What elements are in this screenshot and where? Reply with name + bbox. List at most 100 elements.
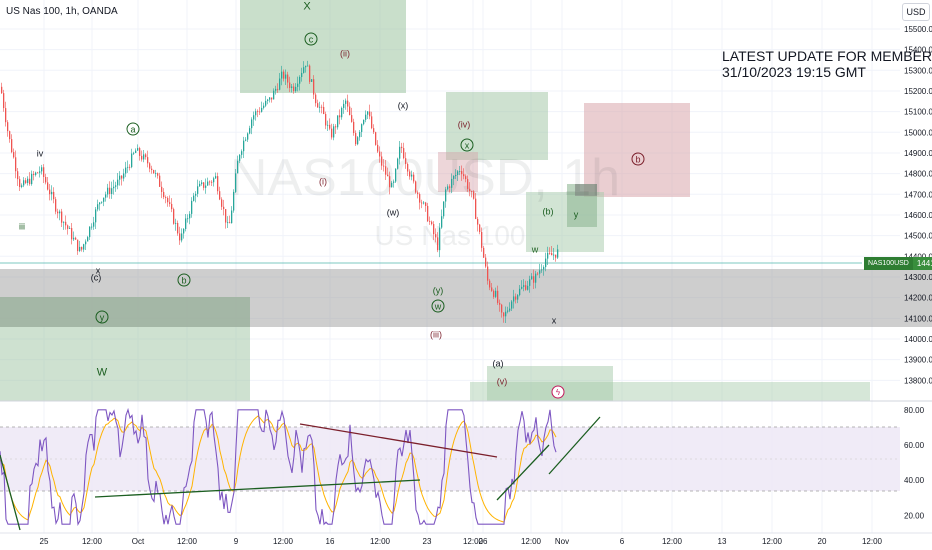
- candle-body: [219, 191, 221, 200]
- alert-marker[interactable]: ϟ: [551, 385, 565, 399]
- candle-body: [279, 78, 281, 90]
- wave-label[interactable]: (b): [543, 207, 554, 217]
- candle-body: [127, 166, 129, 168]
- candle-body: [331, 128, 333, 138]
- wave-label[interactable]: X: [303, 1, 311, 13]
- rsi-tick-label: 40.00: [904, 476, 925, 485]
- wave-label[interactable]: (ii): [340, 49, 350, 59]
- price-tick-label: 15200.00: [904, 87, 932, 96]
- candle-body: [471, 190, 473, 192]
- currency-button[interactable]: USD: [902, 3, 930, 21]
- candle-body: [451, 178, 453, 188]
- rsi-pane: [0, 407, 900, 531]
- wave-label[interactable]: x: [96, 266, 101, 276]
- candle-body: [145, 154, 147, 158]
- candle-body: [131, 153, 133, 168]
- zone-red-b[interactable]: [584, 103, 690, 197]
- wave-label[interactable]: iii: [19, 222, 25, 232]
- rsi-trendline-support[interactable]: [94, 479, 421, 498]
- time-tick-label: 12:00: [370, 537, 391, 546]
- rsi-trendline-down-dark[interactable]: [0, 454, 21, 531]
- price-tick-label: 14300.00: [904, 273, 932, 282]
- candle-body: [153, 170, 155, 174]
- wave-label[interactable]: w: [431, 299, 445, 313]
- wave-label[interactable]: b: [631, 152, 645, 166]
- price-tick-label: 15300.00: [904, 66, 932, 75]
- wave-label[interactable]: y: [95, 310, 109, 324]
- candle-body: [525, 285, 527, 290]
- time-tick-label: 26: [479, 537, 488, 546]
- wave-label[interactable]: c: [304, 32, 318, 46]
- zone-iv[interactable]: [446, 92, 548, 160]
- candle-body: [281, 71, 283, 79]
- zone-long[interactable]: [470, 382, 870, 401]
- wave-label[interactable]: b: [177, 273, 191, 287]
- candle-body: [523, 285, 525, 287]
- wave-label-circle: [631, 152, 645, 166]
- wave-label[interactable]: (x): [398, 101, 409, 111]
- wave-label[interactable]: (c): [91, 273, 102, 283]
- candle-body: [475, 198, 477, 219]
- candle-body: [517, 295, 519, 300]
- rsi-trendline-up-2[interactable]: [548, 416, 601, 475]
- wave-label[interactable]: (y): [433, 286, 444, 296]
- candle-body: [141, 155, 143, 160]
- candle-body: [1, 86, 3, 94]
- wave-label[interactable]: (v): [497, 377, 508, 387]
- rsi-line: [0, 407, 557, 527]
- rsi-trendline-up-1[interactable]: [496, 444, 550, 501]
- wave-label[interactable]: x: [460, 138, 474, 152]
- candle-body: [403, 148, 405, 159]
- candle-body: [257, 111, 259, 113]
- wave-label[interactable]: (i): [319, 177, 327, 187]
- rsi-trendline-resistance[interactable]: [299, 423, 498, 458]
- zone-grey-small[interactable]: [575, 184, 597, 196]
- zone-a[interactable]: [487, 366, 613, 401]
- candle-body: [277, 88, 279, 90]
- candle-body: [553, 254, 555, 256]
- price-tick-label: 14400.00: [904, 252, 932, 261]
- candle-body: [457, 171, 459, 175]
- wave-label[interactable]: w: [531, 245, 539, 255]
- price-tick-label: 15100.00: [904, 108, 932, 117]
- candle-body: [319, 106, 321, 108]
- candle-body: [379, 151, 381, 157]
- wave-label-text: (iv): [458, 120, 471, 130]
- candle-body: [255, 111, 257, 116]
- symbol-title[interactable]: US Nas 100, 1h, OANDA: [6, 6, 118, 17]
- zone-x[interactable]: [240, 0, 406, 93]
- last-price-badge[interactable]: NAS100USD 14413.4: [864, 257, 932, 270]
- wave-label[interactable]: a: [126, 122, 140, 136]
- time-tick-label: Nov: [555, 537, 569, 546]
- candle-body: [161, 186, 163, 192]
- wave-label[interactable]: (w): [387, 208, 400, 218]
- candle-body: [417, 192, 419, 195]
- wave-label[interactable]: iv: [37, 149, 44, 159]
- candle-body: [353, 121, 355, 134]
- time-tick-label: 25: [40, 537, 49, 546]
- candle-body: [147, 157, 149, 164]
- price-tick-label: 15500.00: [904, 25, 932, 34]
- time-tick-label: 12:00: [762, 537, 783, 546]
- candle-body: [315, 94, 317, 104]
- candle-body: [225, 209, 227, 223]
- candle-body: [491, 287, 493, 291]
- zone-w[interactable]: [0, 297, 250, 401]
- candle-body: [269, 97, 271, 100]
- candle-body: [143, 154, 145, 160]
- candle-body: [169, 202, 171, 204]
- wave-label-text: w: [434, 302, 442, 312]
- wave-label[interactable]: x: [552, 316, 557, 326]
- wave-label[interactable]: W: [97, 367, 108, 379]
- wave-label[interactable]: (a): [493, 359, 504, 369]
- candle-body: [229, 222, 231, 224]
- wave-label[interactable]: (iv): [458, 120, 471, 130]
- wave-label[interactable]: (iii): [430, 330, 442, 340]
- wave-label[interactable]: y: [574, 210, 579, 220]
- candle-body: [513, 296, 515, 302]
- time-tick-label: 12:00: [521, 537, 542, 546]
- wave-label-circle: [304, 32, 318, 46]
- candle-body: [165, 197, 167, 198]
- wave-label-text: (a): [493, 359, 504, 369]
